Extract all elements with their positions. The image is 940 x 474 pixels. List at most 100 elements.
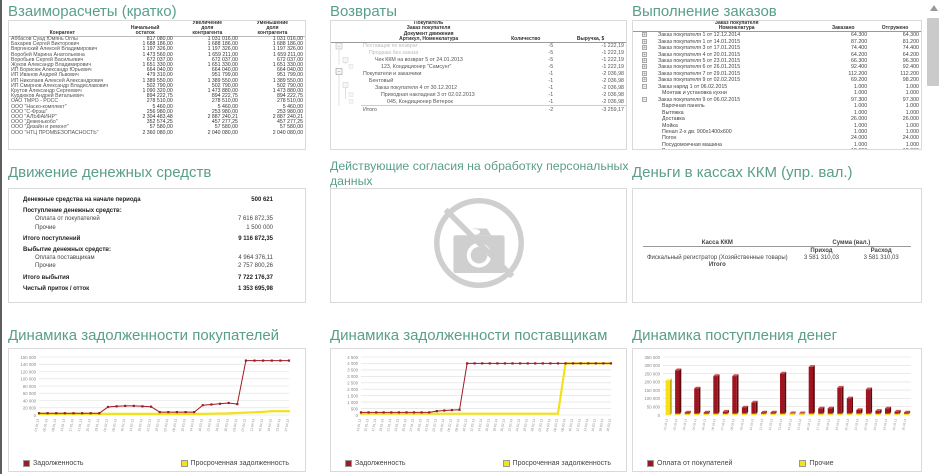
svg-text:06.03.13: 06.03.13 [553, 418, 559, 431]
svg-text:03.03.13: 03.03.13 [682, 418, 688, 431]
svg-text:0: 0 [658, 413, 661, 418]
svg-text:16.03.13: 16.03.13 [591, 418, 597, 431]
svg-text:40 000: 40 000 [23, 398, 37, 403]
svg-text:0: 0 [356, 413, 359, 418]
svg-text:17.01.13: 17.01.13 [68, 418, 74, 431]
svg-text:12.03.13: 12.03.13 [768, 418, 774, 431]
svg-text:20.02.13: 20.02.13 [500, 418, 506, 431]
svg-text:28.02.13: 28.02.13 [530, 418, 536, 431]
svg-text:19.01.13: 19.01.13 [379, 418, 385, 431]
svg-text:4 500: 4 500 [347, 355, 358, 360]
svg-text:25.03.13: 25.03.13 [892, 418, 898, 431]
svg-text:18.03.13: 18.03.13 [825, 418, 831, 431]
svg-text:22.02.13: 22.02.13 [507, 418, 513, 431]
svg-text:18.03.13: 18.03.13 [598, 418, 604, 431]
svg-text:18.02.13: 18.02.13 [137, 418, 143, 431]
svg-text:22.02.13: 22.02.13 [146, 418, 152, 431]
svg-text:150 000: 150 000 [644, 388, 660, 393]
svg-text:29.01.13: 29.01.13 [416, 418, 422, 431]
svg-text:12.03.13: 12.03.13 [576, 418, 582, 431]
svg-text:14.03.13: 14.03.13 [583, 418, 589, 431]
svg-text:11.03.13: 11.03.13 [758, 418, 764, 430]
svg-text:07.03.13: 07.03.13 [720, 418, 726, 431]
svg-text:15.04.13: 15.04.13 [258, 418, 264, 431]
svg-text:19.04.13: 19.04.13 [267, 418, 273, 431]
svg-text:10.03.13: 10.03.13 [749, 418, 755, 431]
svg-text:26.03.13: 26.03.13 [901, 418, 907, 431]
svg-text:30.03.13: 30.03.13 [224, 418, 230, 431]
svg-text:06.02.13: 06.02.13 [111, 418, 117, 431]
svg-text:02.02.13: 02.02.13 [103, 418, 109, 431]
svg-text:23.01.13: 23.01.13 [394, 418, 400, 431]
svg-text:300 000: 300 000 [644, 363, 660, 368]
svg-text:200 000: 200 000 [644, 380, 660, 385]
svg-text:100 000: 100 000 [644, 396, 660, 401]
svg-text:25.01.13: 25.01.13 [86, 418, 92, 431]
svg-text:50 000: 50 000 [647, 405, 661, 410]
svg-text:10.03.13: 10.03.13 [568, 418, 574, 431]
svg-text:140 000: 140 000 [20, 362, 36, 367]
svg-text:08.03.13: 08.03.13 [560, 418, 566, 431]
svg-text:02.03.13: 02.03.13 [538, 418, 544, 431]
svg-text:120 000: 120 000 [20, 369, 36, 374]
svg-text:22.03.13: 22.03.13 [206, 418, 212, 431]
svg-text:27.04.13: 27.04.13 [284, 418, 290, 431]
svg-text:19.03.13: 19.03.13 [835, 418, 841, 431]
svg-text:3 500: 3 500 [347, 368, 358, 373]
svg-text:1 000: 1 000 [347, 400, 358, 405]
svg-text:08.02.13: 08.02.13 [454, 418, 460, 431]
svg-text:21.03.13: 21.03.13 [854, 418, 860, 431]
svg-text:15.03.13: 15.03.13 [796, 418, 802, 431]
svg-text:80 000: 80 000 [23, 384, 37, 389]
svg-text:14.02.13: 14.02.13 [477, 418, 483, 431]
svg-text:13.01.13: 13.01.13 [356, 418, 362, 431]
svg-text:04.03.13: 04.03.13 [691, 418, 697, 431]
svg-text:21.01.13: 21.01.13 [77, 418, 83, 431]
svg-text:2 000: 2 000 [347, 387, 358, 392]
svg-text:15.01.13: 15.01.13 [363, 418, 369, 431]
svg-text:18.02.13: 18.02.13 [492, 418, 498, 431]
svg-text:05.01.13: 05.01.13 [42, 418, 48, 431]
svg-text:350 000: 350 000 [644, 355, 660, 360]
svg-text:07.04.13: 07.04.13 [241, 418, 247, 431]
svg-text:2 500: 2 500 [347, 381, 358, 386]
svg-text:03.04.13: 03.04.13 [232, 418, 238, 431]
svg-text:20.03.13: 20.03.13 [606, 418, 612, 431]
svg-text:17.01.13: 17.01.13 [371, 418, 377, 431]
svg-text:17.03.13: 17.03.13 [815, 418, 821, 431]
svg-text:02.03.13: 02.03.13 [672, 418, 678, 431]
svg-text:0: 0 [34, 413, 37, 418]
svg-text:4 000: 4 000 [347, 361, 358, 366]
svg-text:16.03.13: 16.03.13 [806, 418, 812, 431]
svg-text:02.03.13: 02.03.13 [163, 418, 169, 431]
svg-text:26.03.13: 26.03.13 [215, 418, 221, 431]
svg-text:16.02.13: 16.02.13 [485, 418, 491, 431]
svg-text:13.01.13: 13.01.13 [60, 418, 66, 431]
svg-text:1 500: 1 500 [347, 394, 358, 399]
svg-text:08.03.13: 08.03.13 [730, 418, 736, 431]
svg-text:26.02.13: 26.02.13 [155, 418, 161, 431]
svg-text:14.03.13: 14.03.13 [787, 418, 793, 431]
svg-text:23.03.13: 23.03.13 [873, 418, 879, 431]
svg-text:25.01.13: 25.01.13 [401, 418, 407, 431]
svg-text:04.02.13: 04.02.13 [439, 418, 445, 431]
svg-text:31.01.13: 31.01.13 [424, 418, 430, 431]
svg-text:01.01.13: 01.01.13 [34, 418, 40, 431]
svg-text:21.01.13: 21.01.13 [386, 418, 392, 431]
svg-text:11.04.13: 11.04.13 [249, 418, 255, 431]
svg-text:22.03.13: 22.03.13 [863, 418, 869, 431]
svg-text:02.02.13: 02.02.13 [432, 418, 438, 431]
svg-text:06.03.13: 06.03.13 [711, 418, 717, 431]
svg-text:14.02.13: 14.02.13 [129, 418, 135, 431]
svg-text:27.01.13: 27.01.13 [409, 418, 415, 431]
svg-text:24.03.13: 24.03.13 [882, 418, 888, 431]
svg-text:04.03.13: 04.03.13 [545, 418, 551, 431]
svg-text:60 000: 60 000 [23, 391, 37, 396]
svg-text:26.02.13: 26.02.13 [523, 418, 529, 431]
svg-text:12.02.13: 12.02.13 [469, 418, 475, 431]
svg-text:10.02.13: 10.02.13 [120, 418, 126, 431]
svg-text:29.01.13: 29.01.13 [94, 418, 100, 431]
svg-text:05.03.13: 05.03.13 [701, 418, 707, 431]
svg-text:06.03.13: 06.03.13 [172, 418, 178, 431]
svg-text:500: 500 [351, 406, 359, 411]
